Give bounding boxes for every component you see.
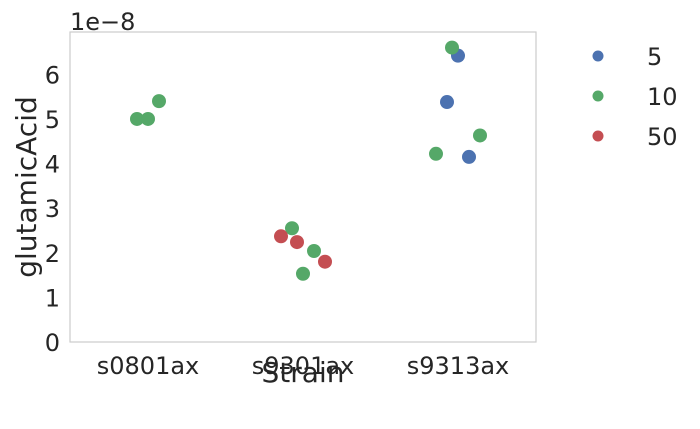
legend-marker xyxy=(592,90,604,102)
y-axis-ticks: 0 1 2 3 4 5 6 xyxy=(45,61,60,357)
x-axis-label: Strain xyxy=(262,356,345,389)
data-point xyxy=(296,266,310,281)
data-point xyxy=(290,235,304,250)
data-point xyxy=(307,244,321,259)
data-point xyxy=(473,128,487,143)
legend-label: 50 xyxy=(647,123,678,151)
y-tick-label: 2 xyxy=(45,240,60,268)
data-point xyxy=(429,146,443,161)
x-tick-label: s0801ax xyxy=(97,352,200,380)
data-point xyxy=(445,40,459,55)
y-tick-label: 4 xyxy=(45,151,60,179)
y-tick-label: 5 xyxy=(45,106,60,134)
plot-area xyxy=(69,31,537,343)
legend-label: 5 xyxy=(647,43,662,71)
data-point xyxy=(440,95,454,110)
data-point xyxy=(130,111,144,126)
data-point xyxy=(152,94,166,109)
data-point xyxy=(285,221,299,236)
y-axis-offset-label: 1e−8 xyxy=(70,8,135,36)
y-tick-label: 3 xyxy=(45,195,60,223)
y-tick-label: 6 xyxy=(45,61,60,89)
legend-label: 10 xyxy=(647,83,678,111)
legend: 5 10 50 xyxy=(592,43,678,151)
data-point xyxy=(141,111,155,126)
y-tick-label: 0 xyxy=(45,329,60,357)
data-point xyxy=(318,254,332,269)
x-tick-label: s9301ax xyxy=(252,352,355,380)
data-point xyxy=(462,149,476,164)
legend-marker xyxy=(592,130,604,142)
data-point xyxy=(274,229,288,244)
y-tick-label: 1 xyxy=(45,284,60,312)
legend-marker xyxy=(592,50,604,62)
y-axis-label: glutamicAcid xyxy=(10,96,43,278)
data-points xyxy=(130,40,487,281)
x-tick-label: s9313ax xyxy=(407,352,510,380)
x-axis-ticks: s0801ax s9301ax s9313ax xyxy=(97,352,510,380)
